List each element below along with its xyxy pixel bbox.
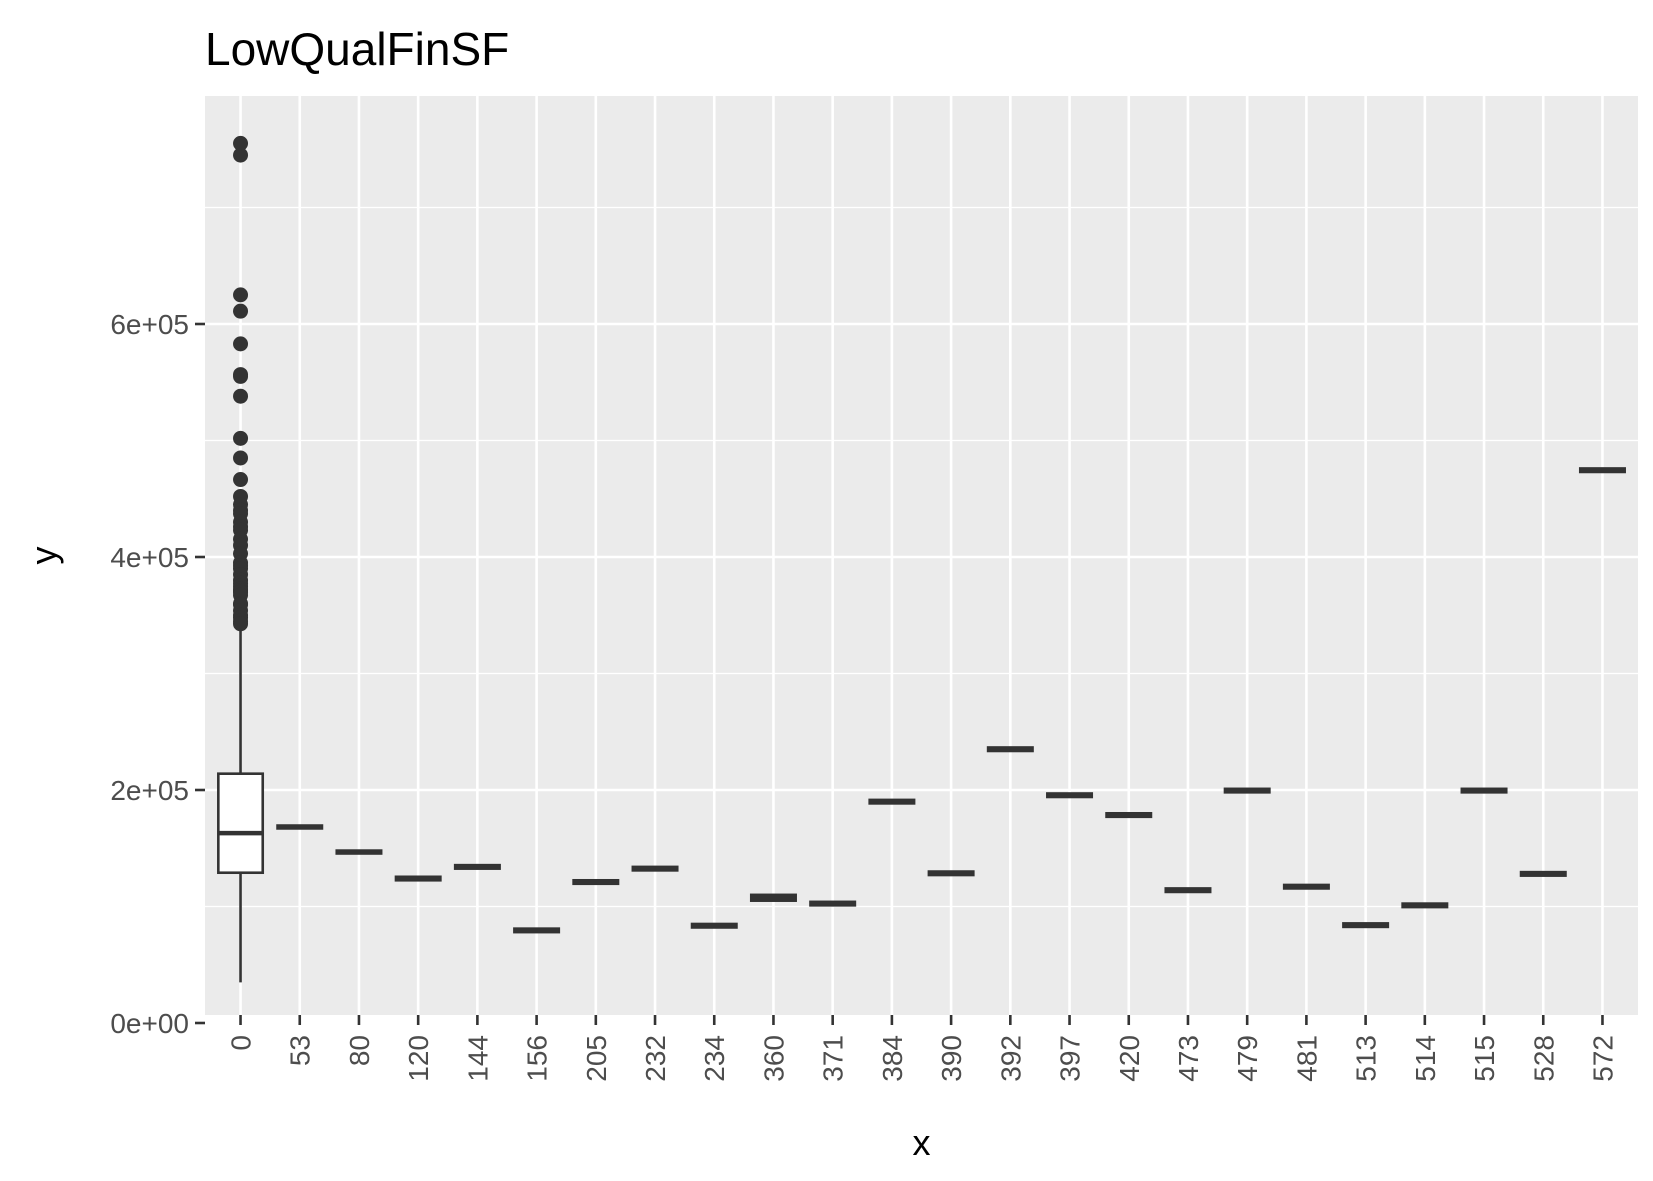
outlier-point bbox=[233, 472, 249, 488]
outlier-point bbox=[233, 147, 249, 163]
x-tick-label: 528 bbox=[1528, 1035, 1559, 1082]
y-tick-label: 4e+05 bbox=[110, 542, 189, 573]
x-tick-label: 80 bbox=[344, 1035, 375, 1066]
major-grid bbox=[205, 96, 1638, 1025]
box-392 bbox=[986, 746, 1034, 753]
x-axis: 0 53 80 120 144 156 205 232 234 360 371 384 390 392 39… bbox=[226, 1015, 1618, 1082]
box-144 bbox=[453, 863, 501, 870]
plot-panel bbox=[205, 96, 1638, 1015]
box-53 bbox=[276, 824, 324, 830]
outlier-point bbox=[233, 450, 249, 466]
y-tick-label: 2e+05 bbox=[110, 775, 189, 806]
y-axis: 0e+00 2e+05 4e+05 6e+05 bbox=[110, 309, 205, 1039]
x-tick-label: 390 bbox=[936, 1035, 967, 1082]
box-0 bbox=[217, 135, 265, 983]
x-tick-label: 360 bbox=[758, 1035, 789, 1082]
box-572 bbox=[1578, 467, 1626, 474]
x-tick-label: 120 bbox=[403, 1035, 434, 1082]
x-tick-label: 473 bbox=[1173, 1035, 1204, 1082]
box-420 bbox=[1105, 811, 1153, 819]
x-tick-label: 397 bbox=[1055, 1035, 1086, 1082]
x-tick-label: 371 bbox=[818, 1035, 849, 1082]
box-479 bbox=[1223, 787, 1271, 794]
x-tick-label: 392 bbox=[995, 1035, 1026, 1082]
y-tick-label: 6e+05 bbox=[110, 309, 189, 340]
x-axis-title: x bbox=[913, 1122, 931, 1163]
outlier-point bbox=[233, 388, 249, 404]
outlier-point bbox=[233, 287, 249, 303]
box-384 bbox=[868, 798, 916, 805]
box-481 bbox=[1282, 883, 1330, 890]
y-axis-title: y bbox=[23, 547, 64, 565]
boxplot-marks bbox=[217, 135, 1626, 983]
x-tick-label: 479 bbox=[1232, 1035, 1263, 1082]
x-tick-label: 384 bbox=[877, 1035, 908, 1082]
box-390 bbox=[927, 870, 975, 877]
outlier-point bbox=[233, 430, 249, 446]
x-tick-label: 572 bbox=[1587, 1035, 1618, 1082]
x-tick-label: 420 bbox=[1114, 1035, 1145, 1082]
x-tick-label: 205 bbox=[581, 1035, 612, 1082]
box-360 bbox=[749, 893, 797, 902]
box-156 bbox=[513, 927, 561, 934]
box-234 bbox=[690, 922, 738, 929]
box-514 bbox=[1401, 902, 1449, 909]
box-232 bbox=[631, 865, 679, 872]
x-tick-label: 513 bbox=[1351, 1035, 1382, 1082]
x-tick-label: 156 bbox=[522, 1035, 553, 1082]
box-371 bbox=[809, 900, 857, 907]
x-tick-label: 53 bbox=[285, 1035, 316, 1066]
x-tick-label: 514 bbox=[1410, 1035, 1441, 1082]
x-tick-label: 232 bbox=[640, 1035, 671, 1082]
box-205 bbox=[572, 878, 620, 886]
chart-title: LowQualFinSF bbox=[205, 23, 509, 75]
outlier-point bbox=[233, 368, 249, 384]
x-tick-label: 0 bbox=[226, 1035, 257, 1051]
box-iqr bbox=[217, 772, 265, 875]
outlier-point bbox=[233, 303, 249, 319]
box-515 bbox=[1460, 787, 1508, 794]
outlier-point bbox=[233, 135, 249, 151]
y-tick-label: 0e+00 bbox=[110, 1008, 189, 1039]
outlier-point bbox=[233, 616, 249, 632]
minor-grid bbox=[205, 206, 1638, 908]
box-473 bbox=[1164, 887, 1212, 894]
box-120 bbox=[394, 875, 442, 882]
x-tick-label: 234 bbox=[699, 1035, 730, 1082]
x-tick-label: 515 bbox=[1469, 1035, 1500, 1082]
box-528 bbox=[1519, 870, 1567, 877]
box-80 bbox=[335, 849, 383, 855]
x-tick-label: 144 bbox=[462, 1035, 493, 1082]
box-513 bbox=[1342, 922, 1390, 929]
x-tick-label: 481 bbox=[1291, 1035, 1322, 1082]
box-397 bbox=[1046, 792, 1094, 799]
outlier-point bbox=[233, 336, 249, 352]
